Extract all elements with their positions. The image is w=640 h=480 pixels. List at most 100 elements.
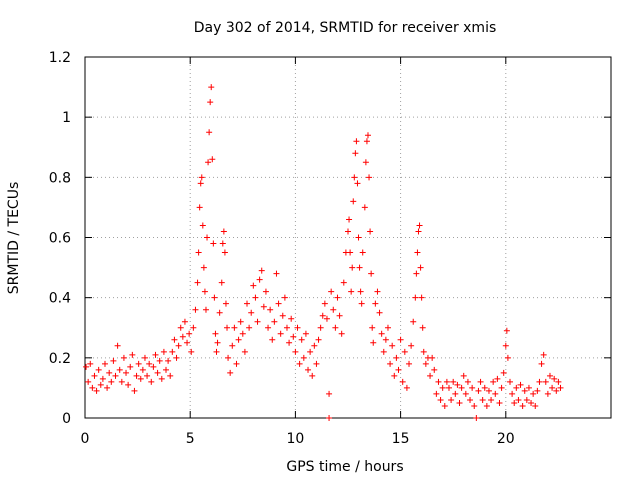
data-point — [106, 369, 113, 376]
data-point — [528, 399, 535, 406]
data-point — [479, 396, 486, 403]
data-point — [467, 396, 474, 403]
data-point — [502, 342, 509, 349]
data-point — [241, 348, 248, 355]
data-point — [403, 384, 410, 391]
data-points — [83, 84, 564, 421]
data-point — [175, 342, 182, 349]
data-point — [93, 387, 100, 394]
data-point — [233, 360, 240, 367]
data-point — [110, 357, 117, 364]
data-point — [212, 330, 219, 337]
data-point — [399, 378, 406, 385]
data-point — [366, 174, 373, 181]
data-point — [435, 378, 442, 385]
data-point — [165, 357, 172, 364]
data-point — [319, 312, 326, 319]
data-point — [513, 384, 520, 391]
plot-frame — [84, 56, 612, 419]
data-point — [315, 336, 322, 343]
data-point — [204, 234, 211, 241]
data-point — [538, 360, 545, 367]
data-point — [184, 339, 191, 346]
data-point — [97, 381, 104, 388]
data-point — [239, 330, 246, 337]
data-point — [146, 360, 153, 367]
data-point — [148, 378, 155, 385]
axis-ticks: 0 5 10 15 20 0 0.2 0.4 0.6 0.8 1 1.2 — [49, 50, 611, 447]
data-point — [139, 366, 146, 373]
data-point — [433, 390, 440, 397]
data-point — [186, 330, 193, 337]
data-point — [464, 378, 471, 385]
data-point — [408, 342, 415, 349]
data-point — [387, 360, 394, 367]
data-point — [201, 288, 208, 295]
data-point — [269, 336, 276, 343]
data-point — [530, 390, 537, 397]
data-point — [235, 336, 242, 343]
data-point — [209, 156, 216, 163]
data-point — [150, 363, 157, 370]
data-point — [490, 378, 497, 385]
y-tick-label: 0.4 — [49, 291, 71, 307]
data-point — [221, 249, 228, 256]
data-point — [321, 300, 328, 307]
data-point — [488, 396, 495, 403]
data-point — [207, 99, 214, 106]
data-point — [283, 324, 290, 331]
data-point — [160, 348, 167, 355]
data-point — [123, 369, 130, 376]
data-point — [445, 384, 452, 391]
data-point — [279, 312, 286, 319]
data-point — [406, 360, 413, 367]
data-point — [378, 330, 385, 337]
data-point — [275, 300, 282, 307]
data-point — [125, 381, 132, 388]
data-point — [413, 270, 420, 277]
data-point — [206, 129, 213, 136]
data-point — [389, 342, 396, 349]
data-point — [431, 366, 438, 373]
data-point — [356, 264, 363, 271]
data-point — [127, 363, 134, 370]
data-point — [494, 375, 501, 382]
data-point — [439, 384, 446, 391]
data-point — [401, 348, 408, 355]
data-point — [156, 357, 163, 364]
data-point — [515, 396, 522, 403]
data-point — [542, 378, 549, 385]
data-point — [135, 360, 142, 367]
data-point — [551, 375, 558, 382]
data-point — [197, 180, 204, 187]
data-point — [391, 372, 398, 379]
data-point — [218, 279, 225, 286]
data-point — [267, 306, 274, 313]
data-point — [338, 330, 345, 337]
data-point — [118, 378, 125, 385]
data-point — [167, 372, 174, 379]
x-tick-label: 0 — [81, 431, 90, 447]
data-point — [211, 294, 218, 301]
data-point — [352, 150, 359, 157]
data-point — [544, 390, 551, 397]
data-point — [200, 264, 207, 271]
data-point — [557, 384, 564, 391]
data-point — [452, 390, 459, 397]
data-point — [362, 159, 369, 166]
y-tick-label: 1.2 — [49, 50, 71, 66]
data-point — [273, 270, 280, 277]
data-point — [368, 270, 375, 277]
data-point — [85, 378, 92, 385]
data-point — [129, 351, 136, 358]
data-point — [353, 138, 360, 145]
data-point — [384, 324, 391, 331]
data-point — [114, 342, 121, 349]
data-point — [254, 318, 261, 325]
data-point — [202, 306, 209, 313]
data-point — [504, 354, 511, 361]
data-point — [101, 360, 108, 367]
data-point — [265, 324, 272, 331]
data-point — [395, 366, 402, 373]
